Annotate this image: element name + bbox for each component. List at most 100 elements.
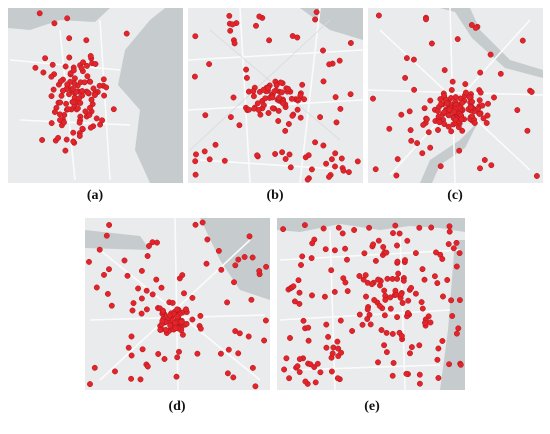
location-dot	[199, 219, 206, 226]
location-dot	[389, 330, 396, 337]
location-dot	[485, 100, 491, 107]
location-dot	[416, 224, 423, 231]
location-dot	[448, 128, 455, 135]
location-dot	[70, 129, 77, 136]
location-dot	[87, 381, 93, 388]
location-dot	[262, 95, 269, 102]
location-dot	[361, 250, 368, 257]
location-dot	[253, 22, 259, 29]
location-dot	[390, 230, 396, 237]
location-dot	[275, 107, 282, 114]
location-dot	[446, 223, 453, 230]
location-dot	[192, 33, 199, 40]
location-dot	[435, 127, 441, 133]
location-dot	[96, 82, 103, 89]
location-dot	[63, 136, 70, 143]
location-dot	[333, 119, 340, 126]
location-dot	[162, 326, 169, 333]
location-dot	[58, 92, 65, 99]
location-dot	[86, 258, 92, 265]
location-dot	[309, 292, 315, 299]
location-dot	[491, 94, 497, 101]
location-dot	[241, 254, 248, 260]
location-dot	[36, 10, 43, 17]
location-dot	[143, 306, 150, 313]
location-dot	[410, 56, 417, 63]
location-dot	[155, 351, 162, 357]
location-dot	[93, 284, 100, 291]
location-dot	[381, 287, 388, 294]
location-dot	[189, 316, 196, 323]
location-dot	[398, 111, 405, 118]
location-dot	[215, 247, 222, 254]
location-dot	[260, 102, 267, 109]
location-dot	[291, 298, 298, 305]
location-dot	[394, 314, 401, 321]
location-dot	[381, 342, 388, 349]
location-dot	[59, 87, 66, 94]
location-dot	[375, 12, 382, 19]
location-dot	[425, 129, 432, 136]
location-dot	[390, 360, 397, 366]
location-dot	[453, 239, 460, 246]
location-dot	[128, 352, 135, 359]
location-dot	[290, 283, 297, 290]
location-dot	[312, 16, 319, 23]
location-dot	[398, 291, 405, 298]
location-dot	[416, 380, 423, 387]
location-dot	[206, 156, 213, 163]
location-dot	[256, 13, 263, 20]
location-dot	[57, 99, 64, 106]
location-dot	[323, 160, 330, 167]
location-dot	[436, 119, 443, 126]
location-dot	[146, 243, 152, 249]
location-dot	[297, 92, 304, 99]
location-dot	[283, 355, 290, 362]
location-dot	[275, 118, 282, 124]
location-dot	[437, 96, 444, 103]
location-dot	[245, 333, 252, 340]
location-dot	[174, 313, 181, 320]
location-dot	[86, 112, 93, 118]
location-dot	[91, 92, 98, 99]
location-dot	[139, 346, 146, 353]
water	[300, 8, 363, 40]
location-dot	[427, 144, 434, 151]
location-dot	[428, 224, 435, 231]
location-dot	[273, 82, 280, 89]
location-dot	[497, 70, 504, 77]
location-dot	[262, 317, 269, 324]
location-dot	[406, 108, 413, 115]
location-dot	[250, 88, 257, 95]
location-dot	[169, 299, 176, 306]
location-dot	[329, 350, 336, 357]
location-dot	[476, 97, 483, 104]
location-dot	[371, 297, 378, 303]
location-dot	[334, 375, 341, 382]
location-dot	[423, 116, 430, 123]
location-dot	[524, 127, 531, 134]
location-dot	[331, 288, 338, 295]
location-dot	[370, 95, 376, 102]
location-dot	[514, 107, 521, 114]
location-dot	[467, 104, 474, 111]
location-dot	[342, 279, 349, 286]
location-dot	[243, 66, 250, 73]
panel-label: (b)	[266, 188, 283, 203]
location-dot	[92, 61, 99, 67]
location-dot	[375, 237, 382, 244]
location-dot	[437, 163, 444, 170]
location-dot	[403, 370, 410, 377]
location-dot	[452, 116, 459, 123]
location-dot	[457, 361, 464, 368]
location-dot	[480, 115, 487, 122]
location-dot	[285, 85, 291, 92]
location-dot	[448, 95, 454, 101]
location-dot	[321, 293, 328, 300]
location-dot	[217, 350, 224, 357]
location-dot	[420, 121, 427, 128]
location-dot	[218, 266, 225, 273]
location-dot	[308, 166, 315, 173]
location-dot	[154, 239, 160, 246]
location-dot	[204, 236, 211, 243]
